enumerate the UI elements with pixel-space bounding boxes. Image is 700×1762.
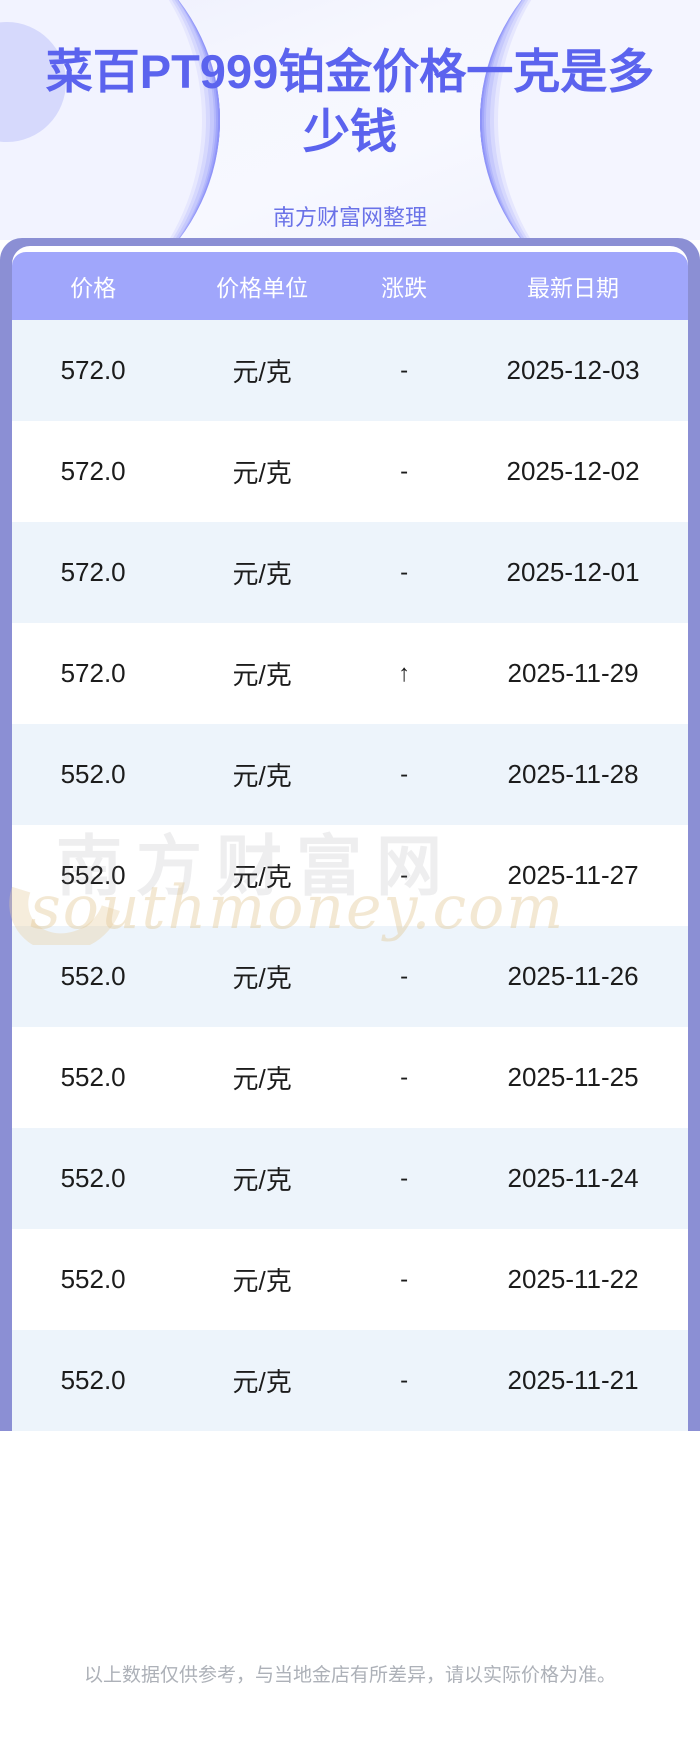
column-header-price[interactable]: 价格 [70, 275, 117, 301]
price-table-body: 572.0 元/克 -2025-12-03 572.0 元/克 -2025-12-02 57… [12, 320, 688, 1431]
cell-price: 552.0 [60, 1264, 126, 1294]
cell-price: 552.0 [60, 1365, 126, 1395]
page-title: 菜百PT999铂金价格一克是多少钱 [45, 45, 655, 159]
cell-change-flat: - [400, 861, 409, 889]
cell-unit: 元/克 [232, 1266, 292, 1296]
table-header-row: 价格 价格单位 涨跌 最新日期 [12, 252, 688, 320]
cell-change-flat: - [400, 356, 409, 384]
column-header-change[interactable]: 涨跌 [381, 275, 428, 301]
cell-change-flat: - [400, 760, 409, 788]
disclaimer-note: 以上数据仅供参考，与当地金店有所差异，请以实际价格为准。 [83, 1665, 616, 1686]
cell-price: 552.0 [60, 860, 126, 890]
table-row: 572.0 元/克 - 2025-12-02 [12, 421, 688, 522]
cell-unit: 元/克 [232, 660, 292, 690]
cell-change-flat: - [400, 558, 409, 586]
cell-unit: 元/克 [232, 559, 292, 589]
cell-date: 2025-11-28 [507, 759, 639, 789]
cell-price: 552.0 [60, 1062, 126, 1092]
cell-date: 2025-11-27 [507, 860, 639, 890]
cell-date: 2025-11-24 [507, 1163, 639, 1193]
table-row: 552.0 元/克 - 2025-11-26 [12, 926, 688, 1027]
table-row: 552.0 元/克 - 2025-11-22 [12, 1229, 688, 1330]
cell-date: 2025-12-01 [506, 557, 640, 587]
cell-price: 572.0 [60, 456, 126, 486]
cell-date: 2025-11-21 [507, 1365, 639, 1395]
cell-change-flat: - [400, 1164, 409, 1192]
table-row: 572.0 元/克 ↑ 2025-11-29 [12, 623, 688, 724]
cell-change-flat: - [400, 1265, 409, 1293]
column-header-unit[interactable]: 价格单位 [216, 275, 309, 301]
column-header-date[interactable]: 最新日期 [527, 275, 620, 301]
cell-price: 552.0 [60, 759, 126, 789]
cell-price: 552.0 [60, 961, 126, 991]
table-row: 552.0 元/克 - 2025-11-21 [12, 1330, 688, 1431]
header-decorative-background [0, 0, 700, 240]
cell-unit: 元/克 [232, 357, 292, 387]
table-row: 572.0 元/克 - 2025-12-01 [12, 522, 688, 623]
cell-unit: 元/克 [232, 1367, 292, 1397]
cell-unit: 元/克 [232, 963, 292, 993]
cell-date: 2025-12-03 [506, 355, 640, 385]
price-table-panel: 价格 价格单位 涨跌 最新日期 572.0 元/克 -2025-12-03 572.0… [0, 238, 700, 1431]
cell-unit: 元/克 [232, 761, 292, 791]
cell-date: 2025-12-02 [506, 456, 640, 486]
cell-unit: 元/克 [232, 458, 292, 488]
cell-date: 2025-11-29 [507, 658, 639, 688]
cell-date: 2025-11-26 [507, 961, 639, 991]
table-row: 552.0 元/克 - 2025-11-24 [12, 1128, 688, 1229]
price-table-inner: 价格 价格单位 涨跌 最新日期 572.0 元/克 -2025-12-03 572.0… [12, 246, 688, 1431]
page-subtitle: 南方财富网整理 [272, 205, 427, 230]
table-row: 552.0 元/克 - 2025-11-27 [12, 825, 688, 926]
cell-price: 572.0 [60, 557, 126, 587]
cell-change-flat: - [400, 1063, 409, 1091]
cell-unit: 元/克 [232, 1165, 292, 1195]
cell-date: 2025-11-22 [507, 1264, 639, 1294]
cell-change-flat: - [400, 962, 409, 990]
table-row: 552.0 元/克 - 2025-11-25 [12, 1027, 688, 1128]
cell-price: 552.0 [60, 1163, 126, 1193]
cell-change-up-arrow-icon: ↑ [398, 659, 411, 687]
cell-change-flat: - [400, 1366, 409, 1394]
cell-unit: 元/克 [232, 862, 292, 892]
cell-change-flat: - [400, 457, 409, 485]
page-header: 菜百PT999铂金价格一克是多少钱 南方财富网整理 [0, 0, 700, 240]
cell-price: 572.0 [60, 658, 126, 688]
arc-stripe-right-9 [498, 0, 700, 240]
table-row: 552.0 元/克 - 2025-11-28 [12, 724, 688, 825]
cell-date: 2025-11-25 [507, 1062, 639, 1092]
cell-unit: 元/克 [232, 1064, 292, 1094]
cell-price: 572.0 [60, 355, 126, 385]
table-row: 572.0 元/克 - 2025-12-03 [12, 320, 688, 421]
